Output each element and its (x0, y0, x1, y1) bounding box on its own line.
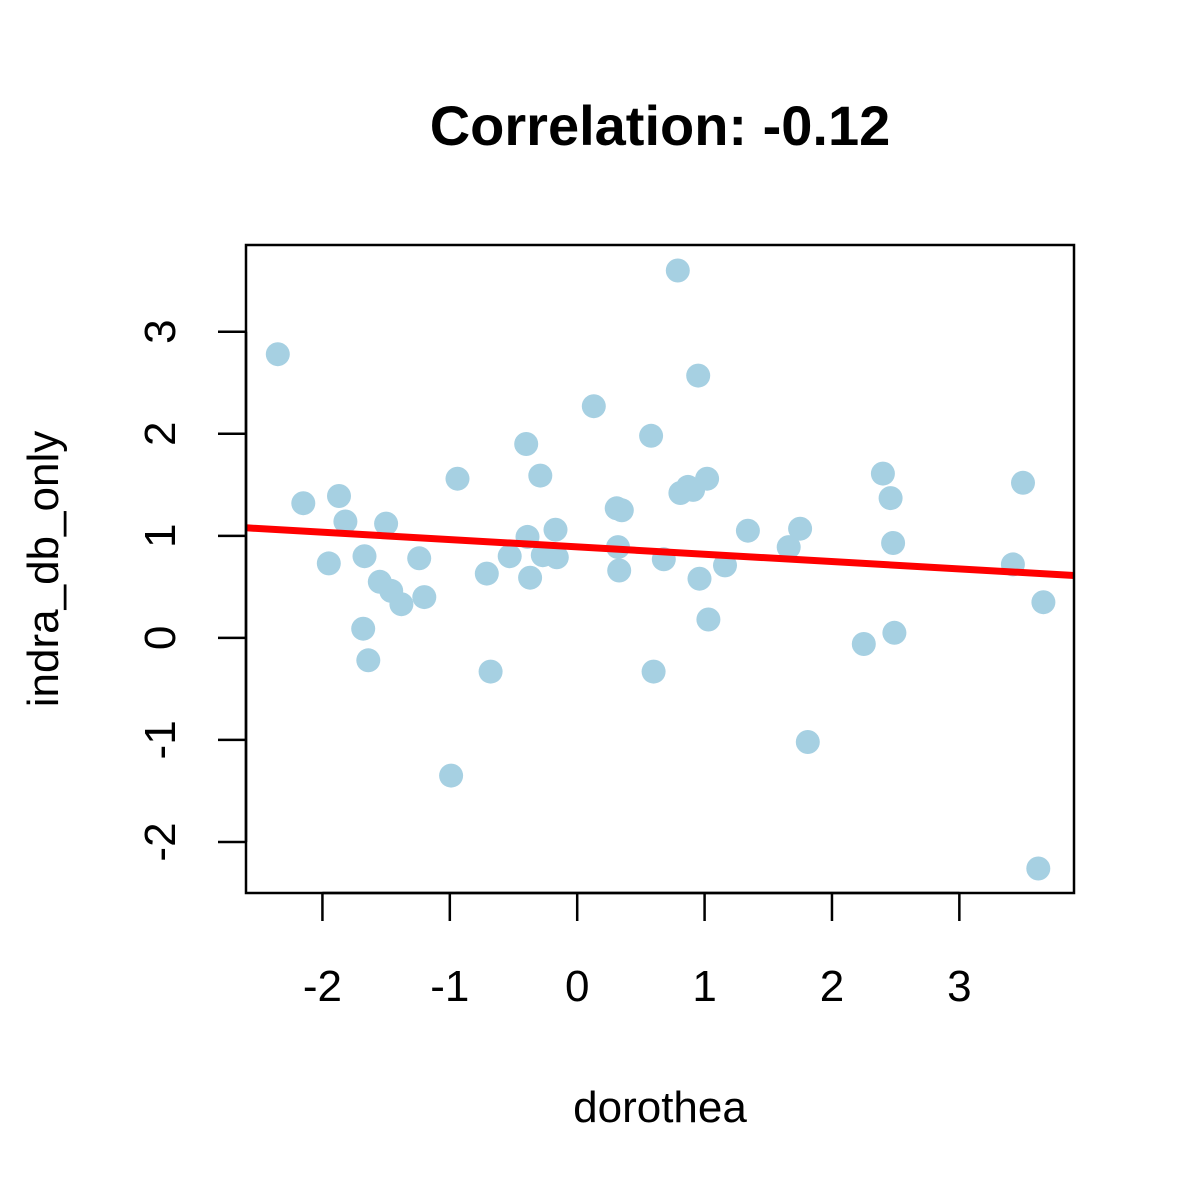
data-point-41 (696, 607, 721, 632)
data-point-16 (474, 561, 499, 586)
x-tick-label: 3 (947, 962, 971, 1011)
data-point-44 (776, 535, 801, 560)
data-point-21 (518, 565, 543, 590)
data-point-3 (327, 484, 351, 508)
trend-line-layer (245, 524, 1075, 579)
points-layer (265, 258, 1056, 881)
y-axis-label: indra_db_only (19, 431, 68, 707)
data-point-11 (389, 592, 414, 617)
data-point-26 (581, 394, 606, 419)
y-tick-label: 3 (136, 319, 185, 343)
data-point-9 (374, 511, 399, 536)
x-tick-label: 0 (565, 962, 589, 1011)
data-point-50 (881, 531, 906, 555)
data-point-40 (695, 466, 720, 491)
data-point-5 (352, 544, 377, 569)
data-point-51 (882, 620, 907, 645)
x-tick-label: 1 (692, 962, 716, 1011)
data-point-24 (543, 517, 568, 542)
data-point-12 (407, 546, 432, 571)
x-tick-label: -1 (430, 962, 469, 1011)
chart-title: Correlation: -0.12 (430, 94, 891, 157)
data-point-48 (870, 461, 895, 486)
data-point-13 (412, 585, 437, 610)
data-point-15 (445, 466, 470, 491)
y-tick-label: 0 (136, 626, 185, 650)
y-tick-label: -2 (136, 822, 185, 861)
x-tick-label: 2 (820, 962, 844, 1011)
data-point-47 (851, 632, 876, 656)
data-point-25 (544, 545, 569, 570)
y-tick-label: -1 (136, 720, 185, 759)
data-point-19 (514, 432, 539, 456)
data-point-18 (497, 544, 522, 569)
data-point-46 (795, 730, 820, 754)
data-point-34 (665, 258, 690, 283)
data-point-42 (713, 553, 737, 578)
data-point-55 (1031, 590, 1056, 615)
data-point-53 (1011, 470, 1035, 495)
data-point-39 (687, 566, 712, 591)
y-axis: -2 -1 0 1 2 3 (136, 319, 248, 862)
data-point-0 (265, 342, 290, 367)
data-point-4 (333, 509, 358, 534)
data-point-54 (1026, 856, 1051, 881)
trend-line (245, 524, 1075, 579)
data-point-7 (356, 648, 381, 673)
data-point-22 (528, 463, 553, 488)
x-axis-label: dorothea (573, 1083, 747, 1132)
data-point-30 (609, 498, 634, 523)
data-point-31 (639, 423, 664, 448)
x-tick-label: -2 (303, 962, 342, 1011)
data-point-2 (316, 551, 341, 576)
data-point-6 (351, 616, 376, 641)
data-point-38 (686, 363, 711, 388)
y-tick-label: 2 (136, 422, 185, 446)
data-point-32 (641, 659, 666, 684)
x-axis: -2 -1 0 1 2 3 (303, 891, 972, 1011)
data-point-49 (878, 486, 903, 511)
y-tick-label: 1 (136, 524, 185, 548)
data-point-17 (478, 659, 503, 684)
data-point-43 (735, 518, 760, 543)
data-point-14 (439, 763, 464, 788)
data-point-45 (788, 516, 813, 541)
data-point-29 (607, 558, 632, 583)
data-point-1 (291, 491, 316, 516)
